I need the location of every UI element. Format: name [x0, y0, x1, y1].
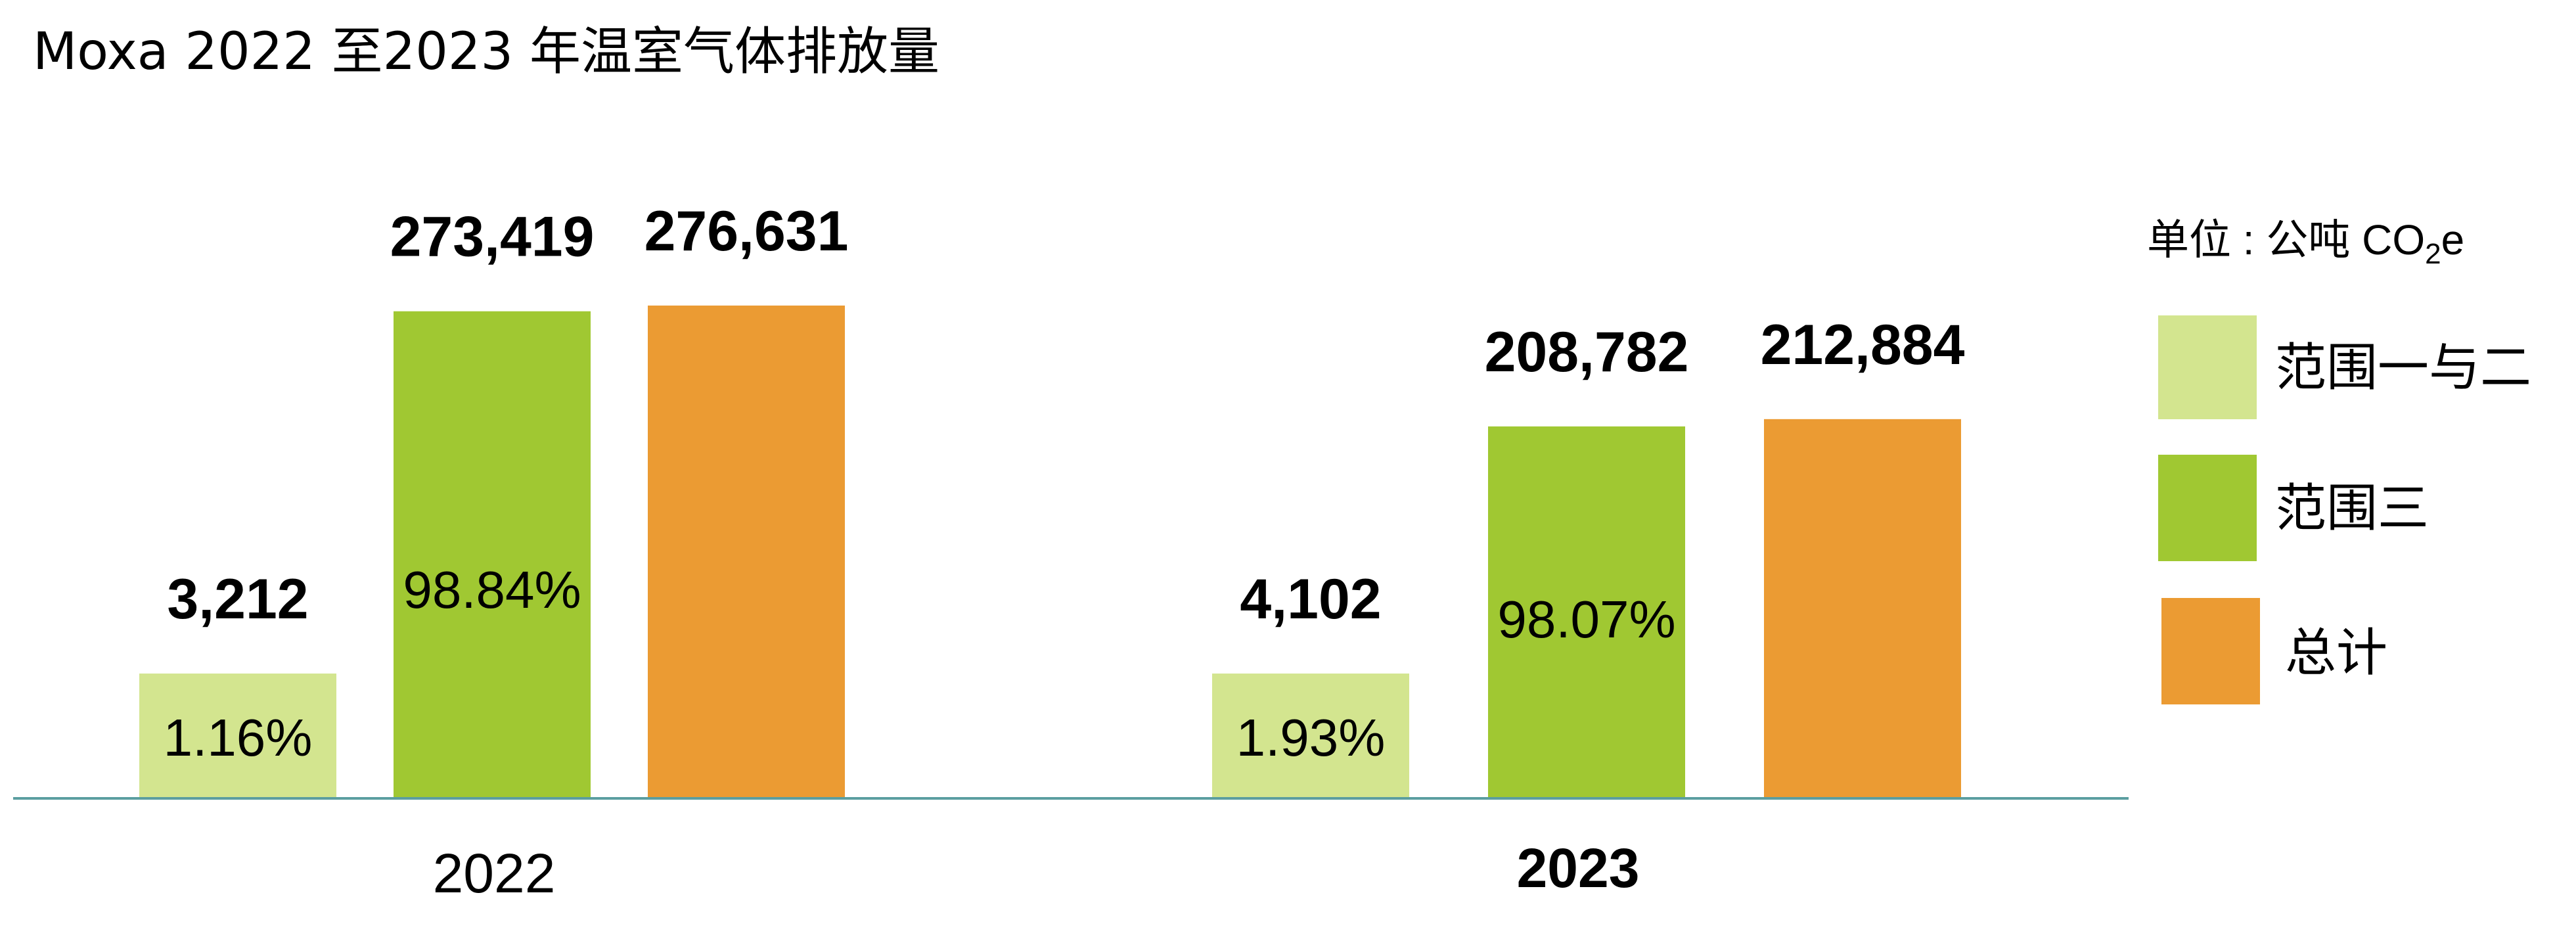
percent-label-scope3-2023: 98.07% [1497, 590, 1675, 649]
chart-title: Moxa 2022 至2023 年温室气体排放量 [33, 22, 939, 81]
unit-label: 单位 : 公吨 CO2e [2147, 216, 2464, 270]
percent-label-scope12-2023: 1.93% [1236, 708, 1386, 767]
bar-scope12-2023 [1212, 674, 1409, 798]
legend-item-scope12: 范围一与二 [2158, 315, 2531, 419]
percent-label-scope3-2022: 98.84% [403, 561, 581, 619]
x-tick-label-2023: 2023 [1517, 837, 1640, 899]
bar-scope12-2022 [139, 674, 336, 798]
bars-layer [139, 306, 1961, 798]
legend-label-scope3: 范围三 [2275, 479, 2429, 538]
bar-scope3-2023 [1488, 426, 1685, 798]
legend-item-total: 总计 [2161, 598, 2387, 704]
value-label-scope3-2022: 273,419 [390, 206, 595, 269]
unit-label-suffix: e [2441, 216, 2465, 263]
legend-label-scope12: 范围一与二 [2275, 338, 2531, 398]
legend-item-scope3: 范围三 [2158, 455, 2429, 561]
legend-swatch-scope3 [2158, 455, 2257, 561]
value-label-scope12-2023: 4,102 [1240, 568, 1381, 631]
legend-swatch-total [2161, 598, 2260, 704]
value-label-scope12-2022: 3,212 [167, 568, 308, 631]
legend-label-total: 总计 [2285, 624, 2387, 683]
labels-layer: 3,212 1.16% 273,419 98.84% 276,631 4,102 1.93%… [164, 200, 1965, 767]
value-label-scope3-2023: 208,782 [1485, 321, 1689, 384]
x-tick-label-2022: 2022 [433, 842, 556, 904]
value-label-total-2022: 276,631 [644, 200, 849, 263]
legend: 范围一与二 范围三 总计 [2158, 315, 2531, 704]
legend-swatch-scope12 [2158, 315, 2257, 419]
bar-total-2022 [648, 306, 845, 798]
bar-scope3-2022 [394, 311, 591, 798]
percent-label-scope12-2022: 1.16% [164, 708, 313, 767]
value-label-total-2023: 212,884 [1761, 313, 1965, 377]
unit-label-prefix: 单位 : 公吨 CO [2147, 216, 2425, 263]
bar-total-2023 [1764, 419, 1961, 798]
unit-label-subscript: 2 [2425, 238, 2441, 270]
